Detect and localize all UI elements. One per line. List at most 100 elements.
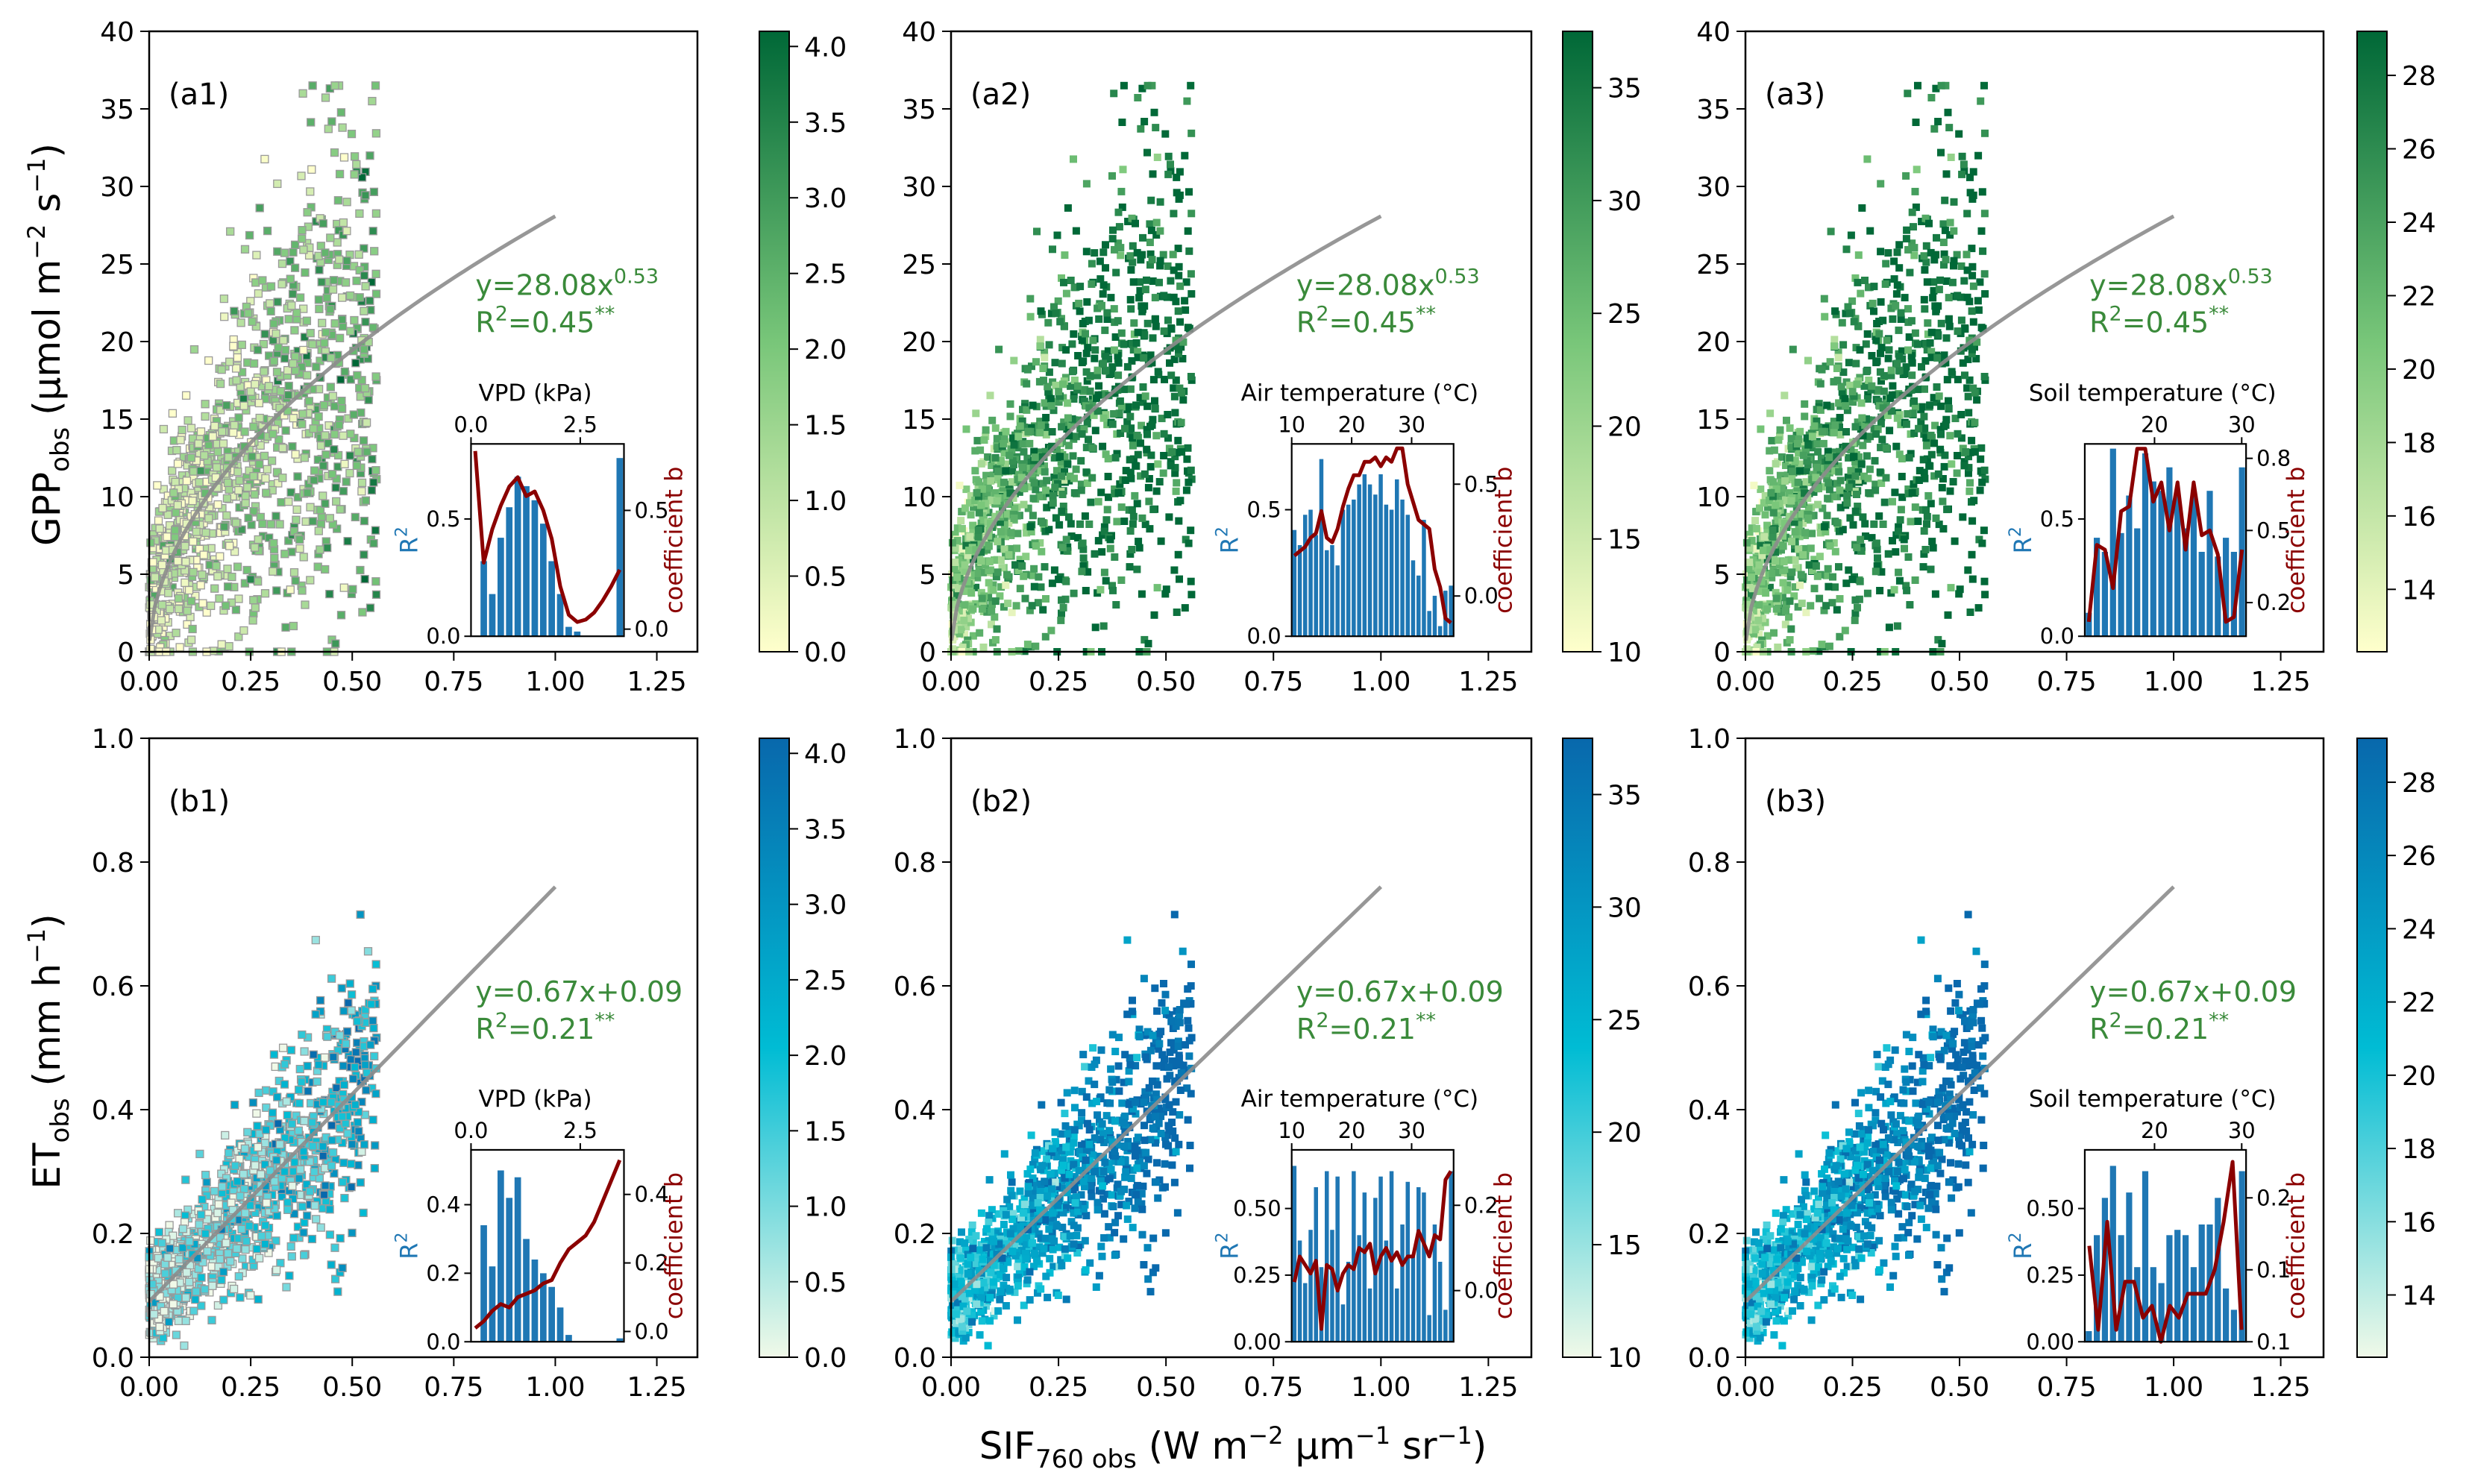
scatter-point bbox=[1801, 529, 1810, 537]
scatter-point bbox=[1754, 616, 1763, 624]
scatter-point bbox=[1041, 563, 1049, 571]
scatter-point bbox=[967, 589, 976, 597]
inset-bar bbox=[2215, 556, 2221, 637]
scatter-point bbox=[1945, 404, 1953, 412]
scatter-point bbox=[263, 465, 272, 474]
scatter-point bbox=[289, 359, 298, 368]
scatter-point bbox=[1836, 595, 1844, 603]
scatter-point bbox=[1802, 609, 1810, 617]
scatter-point bbox=[241, 498, 250, 508]
scatter-point bbox=[356, 910, 365, 919]
scatter-point bbox=[292, 505, 301, 515]
colorbar-tick-label: 16 bbox=[2402, 502, 2436, 532]
scatter-point bbox=[991, 636, 1000, 644]
scatter-point bbox=[1006, 489, 1014, 497]
scatter-point bbox=[1138, 421, 1146, 430]
scatter-point bbox=[286, 257, 295, 266]
scatter-point bbox=[1162, 585, 1170, 594]
scatter-point bbox=[204, 356, 213, 365]
scatter-point bbox=[1895, 366, 1904, 374]
scatter-point bbox=[1003, 570, 1011, 579]
scatter-point bbox=[1814, 500, 1822, 509]
scatter-point bbox=[1876, 468, 1884, 477]
scatter-point bbox=[231, 518, 241, 527]
scatter-point bbox=[970, 503, 978, 511]
colorbar bbox=[759, 31, 790, 653]
scatter-point bbox=[1978, 478, 1986, 486]
scatter-point bbox=[1782, 607, 1789, 615]
scatter-point bbox=[1008, 609, 1016, 617]
scatter-point bbox=[1880, 498, 1889, 506]
scatter-point bbox=[1853, 491, 1860, 498]
scatter-point bbox=[226, 227, 235, 236]
scatter-point bbox=[284, 497, 293, 506]
scatter-point bbox=[1179, 355, 1187, 362]
scatter-point bbox=[250, 490, 259, 499]
scatter-point bbox=[1745, 565, 1753, 573]
scatter-point bbox=[316, 520, 326, 529]
scatter-point bbox=[1117, 251, 1125, 260]
scatter-point bbox=[1822, 424, 1830, 432]
scatter-point bbox=[195, 478, 204, 487]
x-tick-label: 1.00 bbox=[2144, 667, 2203, 697]
scatter-point bbox=[1822, 528, 1830, 535]
scatter-point bbox=[1777, 493, 1785, 501]
scatter-point bbox=[1868, 534, 1876, 542]
scatter-point bbox=[982, 426, 990, 434]
scatter-point bbox=[360, 306, 368, 315]
inset-background bbox=[1291, 444, 1454, 637]
scatter-point bbox=[1898, 347, 1906, 355]
scatter-point bbox=[1902, 582, 1910, 590]
scatter-point bbox=[258, 519, 267, 529]
scatter-point bbox=[321, 565, 330, 574]
scatter-point bbox=[321, 328, 330, 337]
scatter-point bbox=[1143, 148, 1151, 157]
scatter-point bbox=[1114, 371, 1123, 380]
scatter-point bbox=[225, 541, 234, 550]
scatter-point bbox=[1164, 170, 1173, 178]
scatter-point bbox=[1954, 292, 1962, 300]
scatter-point bbox=[1865, 283, 1872, 292]
scatter-point bbox=[148, 558, 157, 567]
scatter-point bbox=[1939, 475, 1947, 482]
scatter-point bbox=[1126, 252, 1135, 260]
scatter-point bbox=[1861, 421, 1869, 430]
scatter-point bbox=[1839, 526, 1847, 534]
scatter-point bbox=[1772, 605, 1781, 613]
scatter-point bbox=[1957, 411, 1965, 418]
panel-label: (a1) bbox=[169, 78, 229, 112]
scatter-point bbox=[1965, 409, 1973, 417]
scatter-point bbox=[1904, 305, 1912, 313]
scatter-point bbox=[331, 483, 340, 492]
scatter-point bbox=[1976, 486, 1984, 494]
colorbar-tick-label: 18 bbox=[2402, 428, 2436, 459]
scatter-point bbox=[1948, 460, 1956, 468]
scatter-point bbox=[1003, 511, 1011, 519]
scatter-point bbox=[1905, 453, 1913, 462]
scatter-point bbox=[1770, 446, 1778, 454]
scatter-point bbox=[1159, 469, 1167, 477]
scatter-point bbox=[1028, 602, 1036, 610]
scatter-point bbox=[1870, 520, 1878, 528]
scatter-point bbox=[368, 1116, 377, 1125]
scatter-point bbox=[1866, 227, 1874, 235]
scatter-point bbox=[1788, 568, 1796, 576]
scatter-point bbox=[1872, 480, 1880, 488]
scatter-point bbox=[1176, 282, 1185, 290]
colorbar-tick-label: 1.5 bbox=[804, 411, 847, 441]
scatter-point bbox=[967, 571, 975, 579]
scatter-point bbox=[1006, 412, 1014, 421]
scatter-point bbox=[1110, 89, 1118, 98]
scatter-point bbox=[1015, 488, 1023, 496]
scatter-point bbox=[1961, 324, 1969, 332]
scatter-point bbox=[1058, 596, 1065, 604]
scatter-point bbox=[1915, 424, 1923, 433]
scatter-point bbox=[279, 336, 288, 345]
scatter-point bbox=[1914, 386, 1921, 394]
scatter-point bbox=[1803, 457, 1811, 465]
scatter-point bbox=[991, 453, 1000, 462]
scatter-point bbox=[1160, 292, 1168, 300]
scatter-point bbox=[224, 453, 233, 462]
scatter-point bbox=[1070, 489, 1079, 497]
scatter-point bbox=[1776, 471, 1784, 480]
